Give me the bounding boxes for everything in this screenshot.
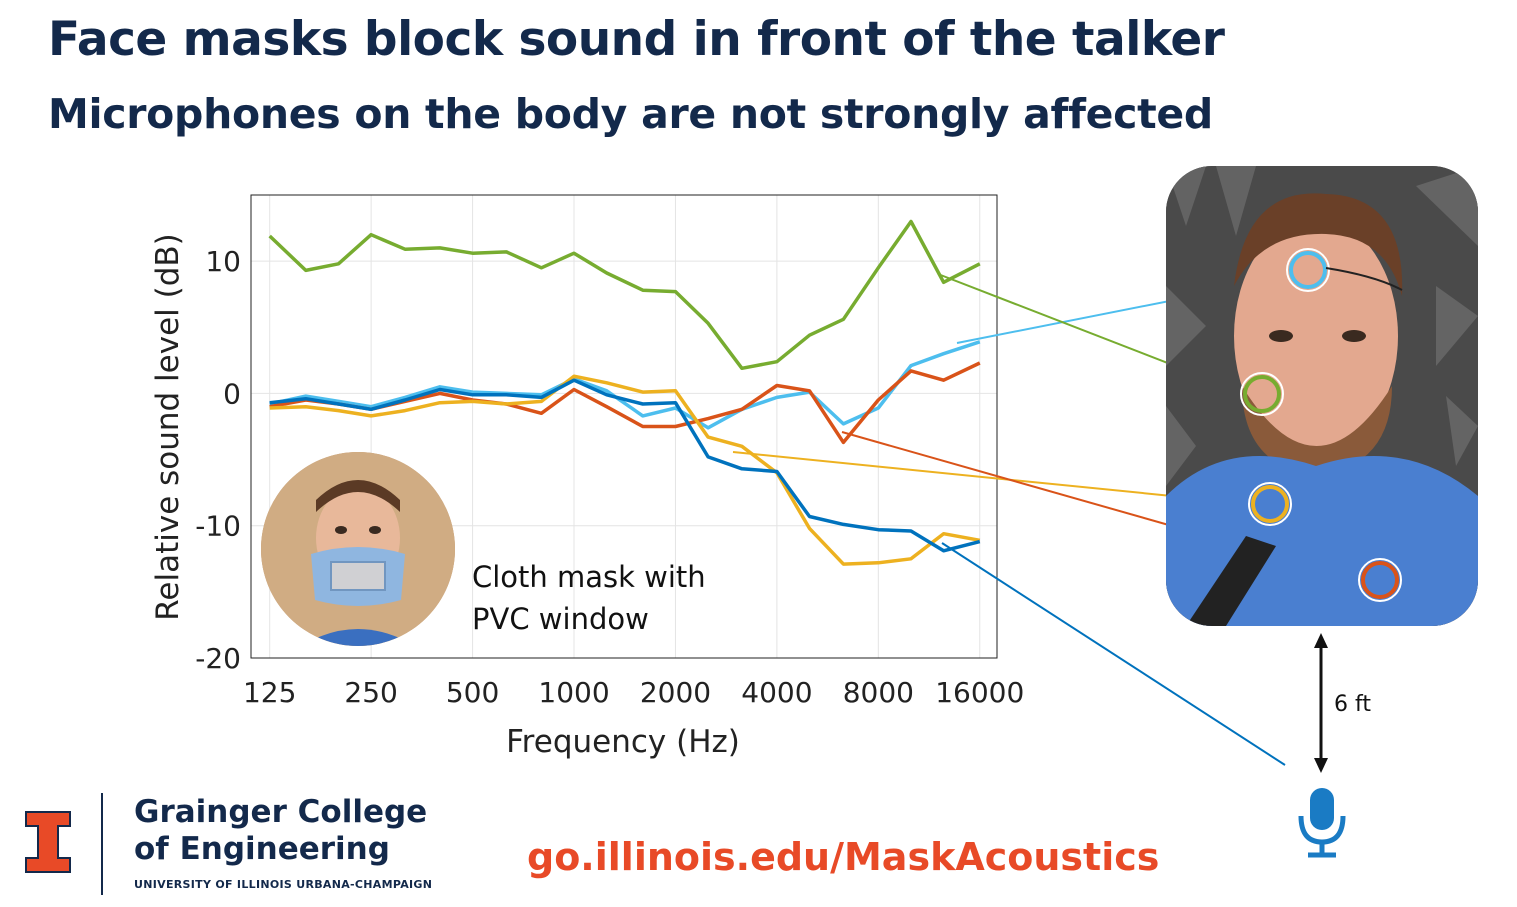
y-tick-label: -20: [195, 642, 241, 675]
y-tick-label: -10: [195, 510, 241, 543]
series-line-2: [269, 340, 981, 430]
chart-series: [268, 219, 981, 566]
university-name: UNIVERSITY OF ILLINOIS URBANA-CHAMPAIGN: [134, 878, 433, 891]
college-name-line1: Grainger College: [134, 794, 428, 830]
connector-chest: [732, 451, 1253, 505]
microphone-icon: [1296, 786, 1348, 862]
series-line-4: [269, 374, 981, 566]
plot-frame: [250, 194, 998, 659]
arrow-head-up: [1314, 633, 1328, 648]
x-tick-label: 2000: [640, 676, 711, 709]
connector-far-mic: [941, 542, 1286, 766]
talker-photo: [1166, 166, 1478, 626]
y-axis-label: Relative sound level (dB): [150, 233, 186, 621]
x-tick-label: 125: [243, 676, 296, 709]
cloth-mask-photo: [261, 452, 455, 646]
x-tick-label: 1000: [538, 676, 609, 709]
distance-label: 6 ft: [1334, 692, 1371, 717]
x-tick-label: 16000: [935, 676, 1024, 709]
series-line-1: [268, 219, 981, 371]
y-tick-label: 0: [223, 377, 241, 410]
page-subtitle: Microphones on the body are not strongly…: [48, 90, 1213, 138]
x-axis-label: Frequency (Hz): [506, 724, 740, 760]
college-name: Grainger College of Engineering: [134, 794, 427, 868]
x-tick-label: 4000: [741, 676, 812, 709]
mask-caption-line2: PVC window: [472, 602, 649, 636]
logo-divider: [101, 793, 103, 895]
arrow-head-down: [1314, 758, 1328, 773]
x-tick-label: 500: [446, 676, 499, 709]
x-tick-label: 250: [344, 676, 397, 709]
mask-caption-line1: Cloth mask with: [472, 560, 706, 594]
y-tick-label: 10: [205, 245, 241, 278]
x-tick-label: 8000: [843, 676, 914, 709]
block-i-logo: [24, 810, 72, 878]
x-axis-ticks: 125 250 500 1000 2000 4000 8000 16000: [243, 676, 1024, 709]
series-line-5: [269, 378, 981, 553]
college-name-line2: of Engineering: [134, 831, 390, 867]
y-axis-ticks: 10 0 -10 -20: [195, 245, 241, 675]
page-title: Face masks block sound in front of the t…: [48, 12, 1225, 67]
mask-caption: Cloth mask with PVC window: [472, 556, 706, 640]
project-url[interactable]: go.illinois.edu/MaskAcoustics: [527, 835, 1160, 879]
